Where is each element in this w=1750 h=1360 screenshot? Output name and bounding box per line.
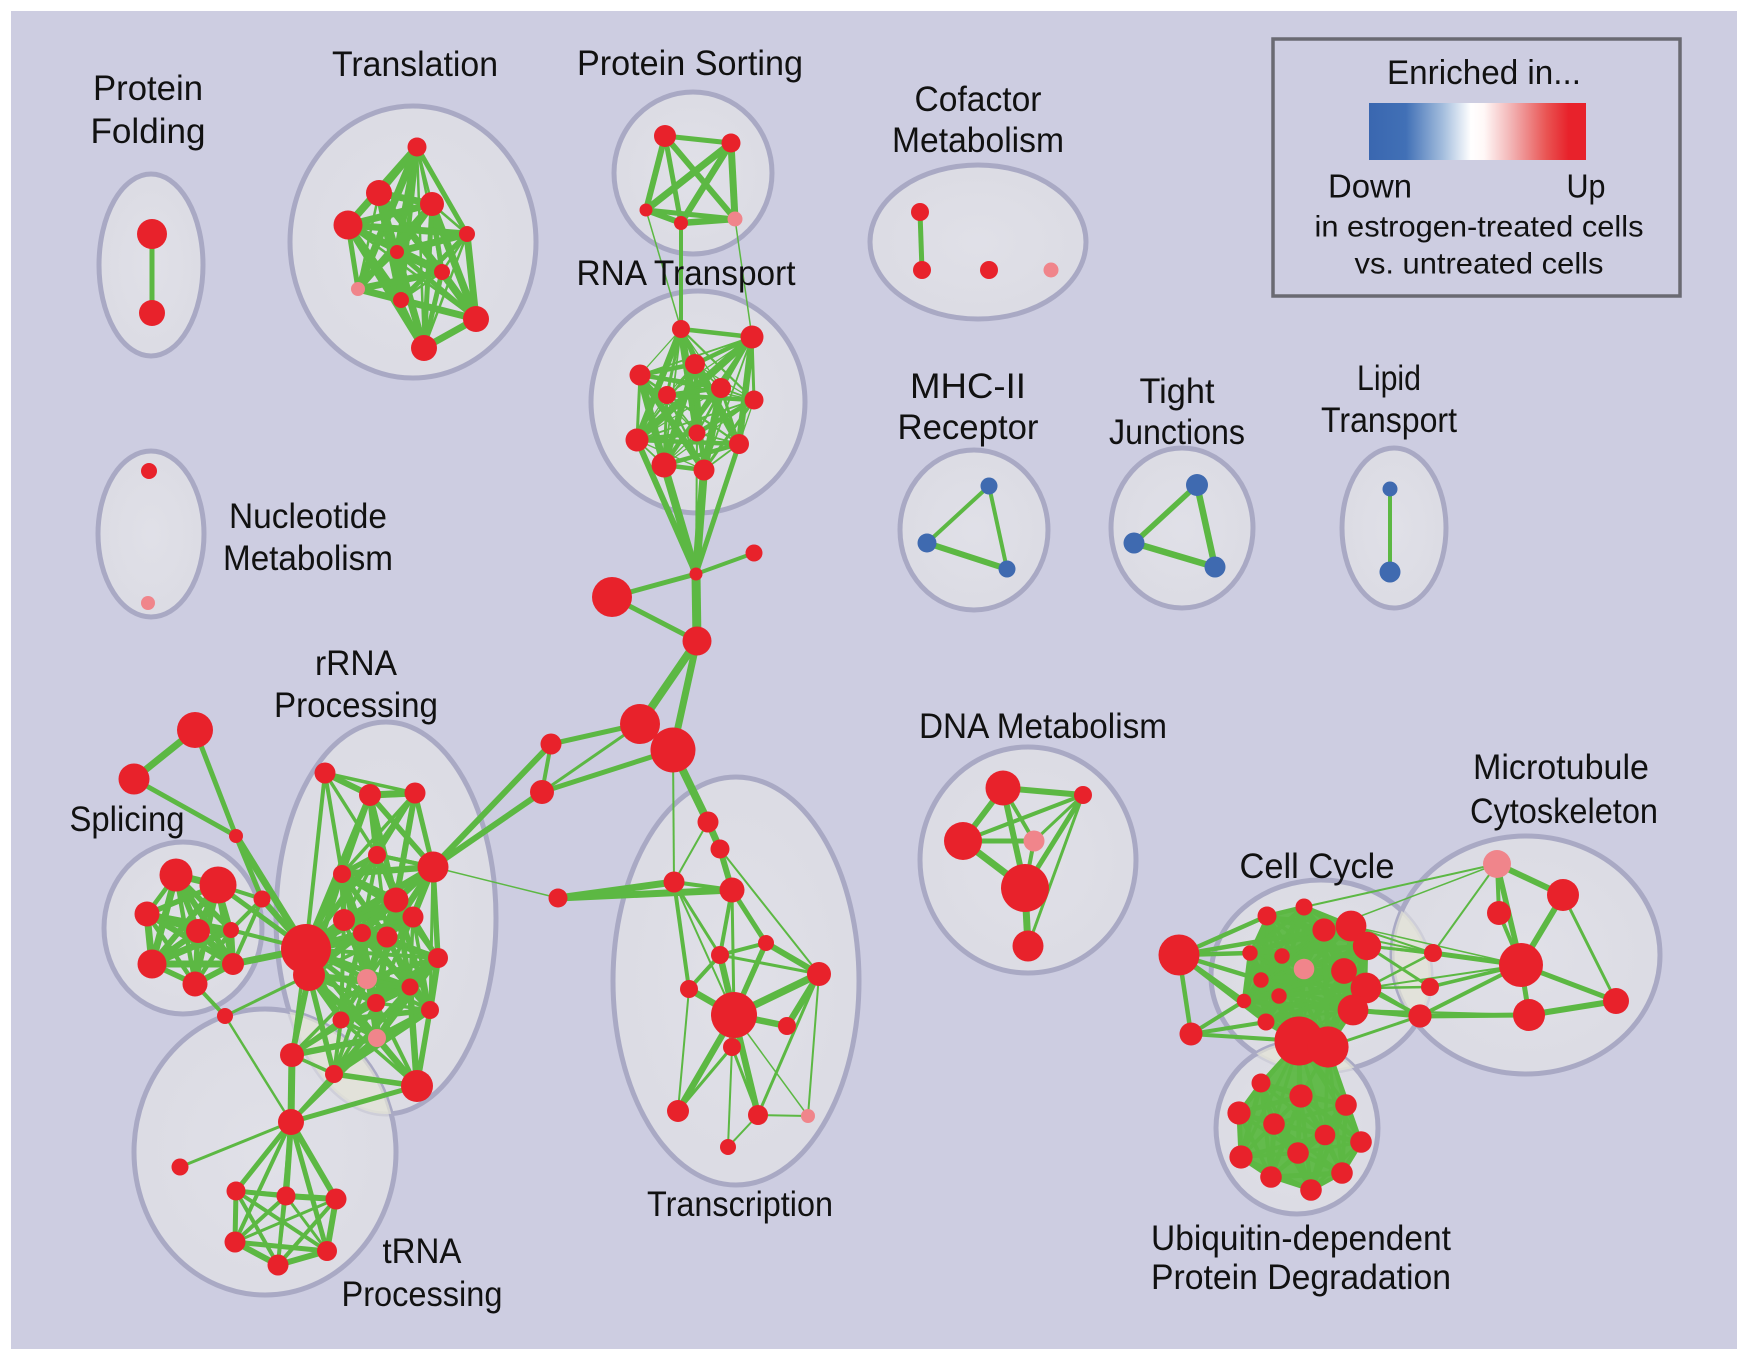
svg-text:Folding: Folding <box>91 111 206 151</box>
svg-text:Metabolism: Metabolism <box>892 120 1064 160</box>
svg-text:Microtubule: Microtubule <box>1473 747 1649 787</box>
svg-text:Processing: Processing <box>274 685 438 725</box>
svg-text:Cofactor: Cofactor <box>915 79 1042 119</box>
svg-text:vs. untreated cells: vs. untreated cells <box>1355 248 1604 281</box>
svg-text:DNA Metabolism: DNA Metabolism <box>919 706 1167 746</box>
svg-text:Protein Sorting: Protein Sorting <box>577 43 803 83</box>
svg-text:MHC-II: MHC-II <box>910 366 1026 406</box>
svg-text:rRNA: rRNA <box>315 643 397 683</box>
svg-text:Cell Cycle: Cell Cycle <box>1240 846 1395 886</box>
svg-text:Lipid: Lipid <box>1357 358 1421 398</box>
svg-text:Junctions: Junctions <box>1109 412 1245 452</box>
svg-text:Protein: Protein <box>93 68 203 108</box>
svg-text:Processing: Processing <box>342 1274 503 1314</box>
svg-text:Down: Down <box>1328 168 1412 205</box>
svg-text:Cytoskeleton: Cytoskeleton <box>1470 791 1658 831</box>
svg-text:Metabolism: Metabolism <box>223 538 393 578</box>
svg-text:Enriched in...: Enriched in... <box>1387 54 1581 92</box>
svg-text:Up: Up <box>1567 168 1606 205</box>
svg-text:Transcription: Transcription <box>647 1184 833 1224</box>
svg-text:Transport: Transport <box>1321 400 1457 440</box>
svg-text:Receptor: Receptor <box>898 407 1039 447</box>
svg-text:Tight: Tight <box>1140 371 1215 411</box>
svg-text:Translation: Translation <box>332 44 498 84</box>
svg-text:in estrogen-treated cells: in estrogen-treated cells <box>1315 211 1644 244</box>
svg-text:tRNA: tRNA <box>383 1231 462 1271</box>
svg-text:Protein Degradation: Protein Degradation <box>1151 1257 1451 1297</box>
svg-text:Splicing: Splicing <box>70 799 185 839</box>
svg-text:RNA Transport: RNA Transport <box>577 253 796 293</box>
svg-text:Ubiquitin-dependent: Ubiquitin-dependent <box>1151 1218 1451 1258</box>
svg-text:Nucleotide: Nucleotide <box>229 496 387 536</box>
